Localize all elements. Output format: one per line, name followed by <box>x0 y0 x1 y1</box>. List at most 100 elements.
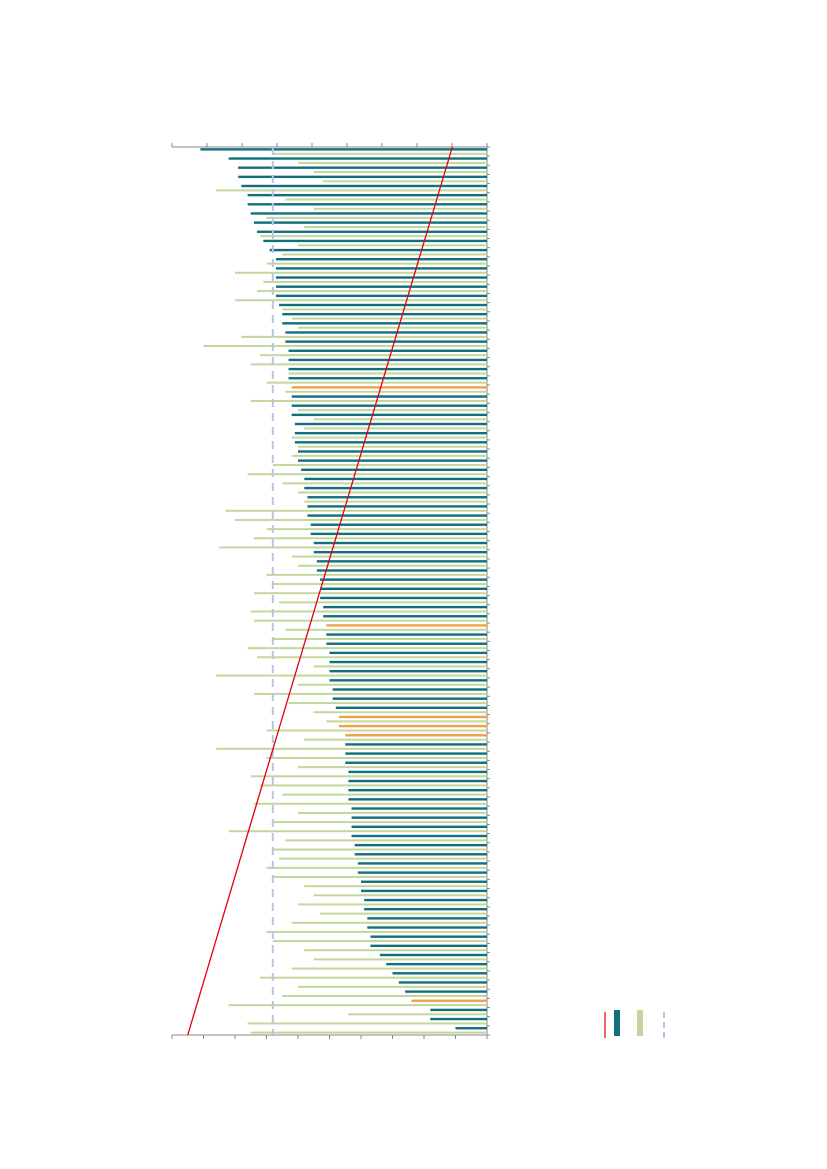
bar <box>216 674 487 677</box>
bar <box>304 949 487 952</box>
bar <box>291 386 487 389</box>
bar <box>253 802 487 805</box>
bar <box>272 875 487 878</box>
bar <box>288 702 487 705</box>
bar <box>216 747 487 750</box>
bar <box>247 1022 487 1025</box>
bar <box>247 203 487 206</box>
bar <box>272 464 487 467</box>
bar <box>348 1013 487 1016</box>
bar <box>298 766 487 769</box>
bar <box>310 523 487 526</box>
bar <box>203 345 487 348</box>
bar <box>282 793 487 796</box>
bar <box>241 184 487 188</box>
bar <box>282 308 487 311</box>
bar <box>354 853 487 856</box>
bar <box>266 216 487 219</box>
bar <box>313 541 487 545</box>
bar <box>291 404 487 407</box>
bar <box>228 830 487 833</box>
bar <box>357 871 487 874</box>
bar <box>279 601 487 604</box>
bar <box>298 985 487 988</box>
bar <box>216 189 487 192</box>
bar <box>266 930 487 933</box>
bar <box>351 834 487 838</box>
bar <box>320 912 487 915</box>
bar <box>316 569 487 572</box>
bar <box>272 152 487 155</box>
bar <box>260 235 487 238</box>
bar <box>354 843 487 847</box>
bar <box>225 509 488 512</box>
bar <box>430 1017 487 1021</box>
bar <box>269 248 487 252</box>
bar <box>304 477 487 481</box>
bar <box>320 578 487 581</box>
bar <box>370 944 487 948</box>
bar <box>367 917 487 920</box>
bar <box>266 866 487 869</box>
bar <box>345 761 487 764</box>
bar <box>298 161 487 164</box>
bar <box>285 839 487 842</box>
bar <box>455 1027 487 1030</box>
legend-swatch <box>637 1010 643 1036</box>
bar <box>253 592 487 595</box>
bar <box>260 784 487 787</box>
bar <box>398 981 487 984</box>
bar <box>291 436 487 439</box>
bar <box>200 148 487 151</box>
bar <box>285 628 487 631</box>
bar <box>313 711 487 714</box>
bar <box>266 528 487 531</box>
bar <box>272 940 487 943</box>
bar <box>294 431 487 435</box>
bar <box>285 340 487 343</box>
bar <box>250 212 487 215</box>
bar <box>285 390 487 393</box>
bar <box>291 395 487 398</box>
bar <box>326 633 487 636</box>
bar <box>282 322 487 325</box>
bar <box>298 491 487 494</box>
bar <box>351 807 487 810</box>
bar <box>263 280 487 283</box>
bar <box>329 669 487 673</box>
bar <box>275 285 487 288</box>
bar <box>316 560 487 563</box>
bar <box>282 253 487 256</box>
bar <box>310 532 487 536</box>
bar <box>364 908 487 911</box>
bar <box>351 816 487 819</box>
bar <box>291 317 487 320</box>
bar <box>288 367 487 371</box>
bar <box>272 583 487 586</box>
bar <box>291 967 487 970</box>
bar <box>291 413 487 417</box>
bar <box>313 665 487 668</box>
bar <box>272 848 487 851</box>
bar <box>332 697 487 700</box>
bar <box>228 157 487 160</box>
bar <box>313 550 487 554</box>
bar <box>326 720 487 723</box>
bar <box>348 798 487 801</box>
bar <box>326 642 487 645</box>
bar <box>323 615 487 618</box>
bar <box>291 454 487 457</box>
bar <box>272 637 487 640</box>
bar <box>285 198 487 201</box>
bar <box>291 921 487 924</box>
bar <box>298 244 487 247</box>
bar <box>345 734 487 737</box>
bar <box>320 587 487 590</box>
bar <box>313 171 487 174</box>
bar <box>298 409 487 412</box>
bar <box>298 445 487 448</box>
bar <box>238 175 487 179</box>
bar <box>253 221 487 224</box>
bar <box>298 326 487 329</box>
